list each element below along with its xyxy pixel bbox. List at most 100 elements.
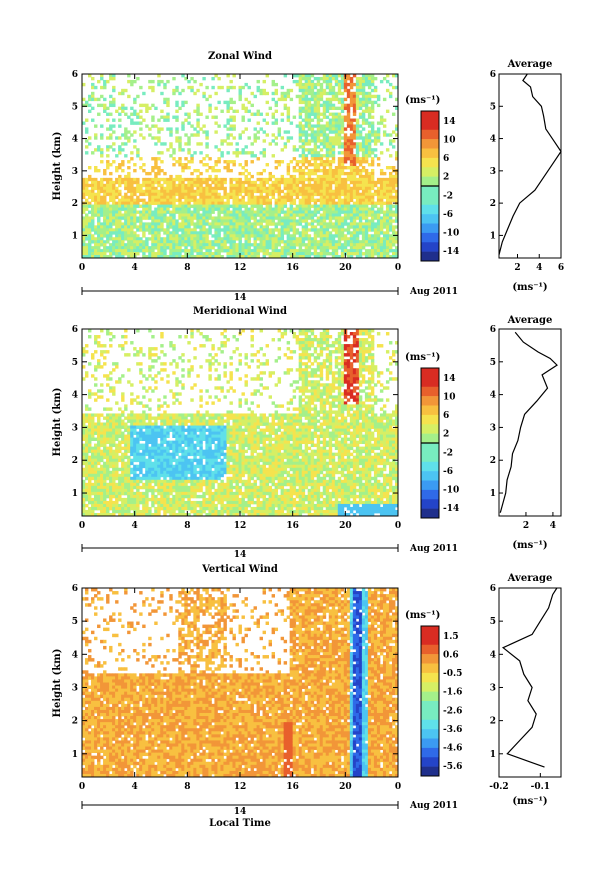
- heatmap-cell: [115, 428, 119, 432]
- heatmap-cell: [85, 186, 89, 191]
- heatmap-cell: [352, 189, 357, 194]
- heatmap-cell: [100, 458, 104, 463]
- heatmap-cell: [310, 225, 315, 229]
- heatmap-cell: [97, 243, 101, 247]
- heatmap-cell: [136, 416, 140, 420]
- heatmap-cell: [85, 183, 89, 188]
- heatmap-cell: [160, 449, 164, 454]
- heatmap-cell: [292, 180, 297, 185]
- heatmap-cell: [148, 470, 152, 475]
- heatmap-cell: [154, 353, 158, 357]
- heatmap-cell: [115, 437, 119, 441]
- heatmap-cell: [136, 437, 140, 441]
- heatmap-cell: [112, 210, 116, 214]
- heatmap-cell: [355, 213, 360, 217]
- heatmap-cell: [352, 130, 357, 134]
- heatmap-cell: [175, 115, 179, 119]
- heatmap-cell: [328, 189, 333, 194]
- heatmap-cell: [232, 115, 236, 119]
- heatmap-cell: [109, 491, 113, 496]
- heatmap-cell: [349, 142, 354, 146]
- heatmap-cell: [385, 252, 390, 256]
- heatmap-cell: [205, 177, 209, 182]
- heatmap-cell: [91, 374, 95, 378]
- heatmap-cell: [106, 500, 110, 505]
- heatmap-cell: [187, 189, 191, 194]
- colorbar-swatch: [421, 129, 439, 140]
- heatmap-cell: [295, 192, 300, 197]
- heatmap-cell: [145, 506, 149, 511]
- heatmap-cell: [334, 115, 339, 119]
- heatmap-cell: [295, 207, 300, 211]
- heatmap-cell: [367, 112, 372, 116]
- heatmap-cell: [148, 198, 152, 203]
- heatmap-cell: [301, 160, 306, 164]
- heatmap-cell: [148, 416, 152, 420]
- heatmap-cell: [328, 163, 333, 167]
- heatmap-cell: [85, 476, 89, 481]
- heatmap-cell: [373, 240, 378, 244]
- heatmap-cell: [331, 207, 336, 211]
- heatmap-cell: [130, 497, 134, 502]
- colorbar-unit: (ms⁻¹): [405, 95, 440, 106]
- heatmap-cell: [157, 240, 161, 244]
- heatmap-cell: [115, 380, 119, 384]
- heatmap-cell: [217, 213, 221, 217]
- heatmap-cell: [322, 174, 327, 179]
- heatmap-cell: [175, 225, 179, 229]
- heatmap-cell: [88, 329, 92, 333]
- heatmap-cell: [316, 79, 321, 84]
- heatmap-cell: [292, 79, 297, 84]
- heatmap-cell: [169, 219, 173, 223]
- heatmap-cell: [133, 201, 137, 205]
- heatmap-cell: [280, 222, 285, 226]
- heatmap-cell: [154, 470, 158, 475]
- heatmap-cell: [325, 103, 330, 108]
- heatmap-cell: [241, 255, 245, 258]
- heatmap-cell: [133, 249, 137, 253]
- heatmap-cell: [199, 213, 203, 217]
- heatmap-cell: [232, 228, 236, 232]
- heatmap-cell: [337, 160, 342, 164]
- colorbar-swatch: [421, 148, 439, 159]
- y-tick-label: 4: [72, 135, 78, 145]
- heatmap-cell: [85, 177, 89, 182]
- heatmap-cell: [283, 201, 288, 205]
- heatmap-cell: [100, 252, 104, 256]
- heatmap-cell: [127, 210, 131, 214]
- heatmap-cell: [331, 174, 336, 179]
- heatmap-cell: [187, 249, 191, 253]
- heatmap-cell: [121, 240, 125, 244]
- heatmap-cell: [208, 157, 212, 161]
- heatmap-cell: [211, 243, 215, 247]
- profile-y-tick-label: 2: [490, 199, 496, 209]
- heatmap-cell: [139, 416, 143, 420]
- heatmap-cell: [142, 395, 146, 399]
- heatmap-cell: [286, 213, 291, 217]
- heatmap-cell: [103, 374, 107, 378]
- heatmap-cell: [139, 347, 143, 351]
- heatmap-cell: [265, 112, 269, 116]
- heatmap-cell: [148, 434, 152, 438]
- heatmap-cell: [322, 115, 327, 119]
- heatmap-cell: [391, 210, 396, 214]
- heatmap-cell: [151, 422, 155, 426]
- heatmap-cell: [373, 210, 378, 214]
- heatmap-cell: [280, 85, 285, 90]
- heatmap-cell: [358, 133, 363, 137]
- heatmap-cell: [193, 198, 197, 203]
- heatmap-cell: [157, 243, 161, 247]
- heatmap-cell: [247, 195, 251, 200]
- heatmap-cell: [370, 255, 375, 258]
- heatmap-cell: [271, 192, 276, 197]
- heatmap-cell: [385, 210, 390, 214]
- heatmap-cell: [358, 130, 363, 134]
- heatmap-cell: [151, 335, 155, 339]
- heatmap-cell: [235, 231, 239, 235]
- heatmap-cell: [103, 476, 107, 481]
- heatmap-cell: [310, 139, 315, 143]
- heatmap-cell: [106, 183, 110, 188]
- heatmap-cell: [304, 166, 309, 170]
- heatmap-cell: [100, 485, 104, 490]
- heatmap-cell: [91, 491, 95, 496]
